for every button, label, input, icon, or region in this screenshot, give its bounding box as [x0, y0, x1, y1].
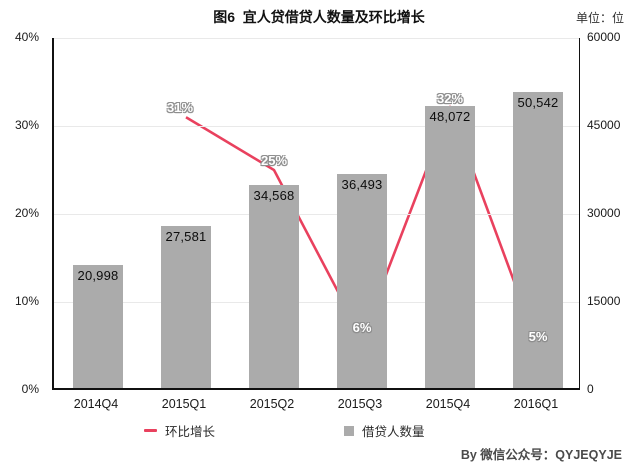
- y-axis-tick-label-right: 60000: [587, 30, 621, 44]
- line-value-label: 32%: [436, 91, 464, 107]
- line-value-label: 5%: [528, 328, 548, 344]
- gridline: [54, 302, 579, 303]
- line-value-label: 31%: [166, 99, 194, 115]
- chart-title: 图6 宜人贷借贷人数量及环比增长: [213, 9, 425, 25]
- line-value-label: 25%: [260, 152, 288, 168]
- bar-value-label: 20,998: [77, 267, 119, 283]
- y-axis-tick-label-left: 30%: [14, 118, 39, 132]
- plot-area: 20,998 27,581 34,568 36,493 48,072 50,542 31% 2…: [52, 38, 580, 390]
- legend-label-growth: 环比增长: [165, 425, 216, 439]
- bar: 34,568: [249, 185, 299, 388]
- legend: 环比增长 借贷人数量: [0, 421, 638, 440]
- gridline: [54, 214, 579, 215]
- bar-value-label: 27,581: [165, 229, 207, 245]
- unit-label: 单位：位: [575, 11, 624, 25]
- y-axis-tick-label-left: 40%: [14, 30, 39, 44]
- y-axis-tick-label-right: 30000: [587, 206, 621, 220]
- x-axis-tick-label: 2016Q1: [513, 397, 559, 411]
- bar-value-label: 50,542: [517, 94, 559, 110]
- bar: 36,493: [337, 173, 387, 388]
- x-axis-tick-label: 2015Q2: [249, 397, 295, 411]
- line-value-label: 6%: [352, 319, 372, 335]
- y-axis-tick-label-right: 45000: [587, 118, 621, 132]
- x-axis-tick-label: 2015Q3: [337, 397, 383, 411]
- bar: 48,072: [425, 105, 475, 388]
- y-axis-tick-label-right: 15000: [587, 294, 621, 308]
- x-axis-tick-label: 2015Q4: [425, 397, 471, 411]
- line-marker-icon: [144, 429, 157, 432]
- y-axis-tick-label-left: 10%: [14, 294, 39, 308]
- x-axis-tick-label: 2014Q4: [73, 397, 119, 411]
- bar: 20,998: [73, 264, 123, 388]
- x-axis-tick-label: 2015Q1: [161, 397, 207, 411]
- gridline: [54, 126, 579, 127]
- legend-label-borrowers: 借贷人数量: [362, 425, 425, 439]
- gridline: [54, 38, 579, 39]
- y-axis-tick-label-left: 0%: [21, 382, 39, 396]
- legend-item-growth: 环比增长: [144, 421, 215, 440]
- bar-value-label: 36,493: [341, 176, 383, 192]
- bar-value-label: 48,072: [429, 108, 471, 124]
- bar-value-label: 34,568: [253, 188, 295, 204]
- bar: 27,581: [161, 226, 211, 388]
- legend-item-borrowers: 借贷人数量: [344, 421, 425, 440]
- bar: 50,542: [513, 91, 563, 388]
- credit-text: By 微信公众号：QYJEQYJE: [460, 448, 622, 462]
- y-axis-tick-label-right: 0: [587, 382, 594, 396]
- y-axis-tick-label-left: 20%: [14, 206, 39, 220]
- square-marker-icon: [344, 425, 354, 436]
